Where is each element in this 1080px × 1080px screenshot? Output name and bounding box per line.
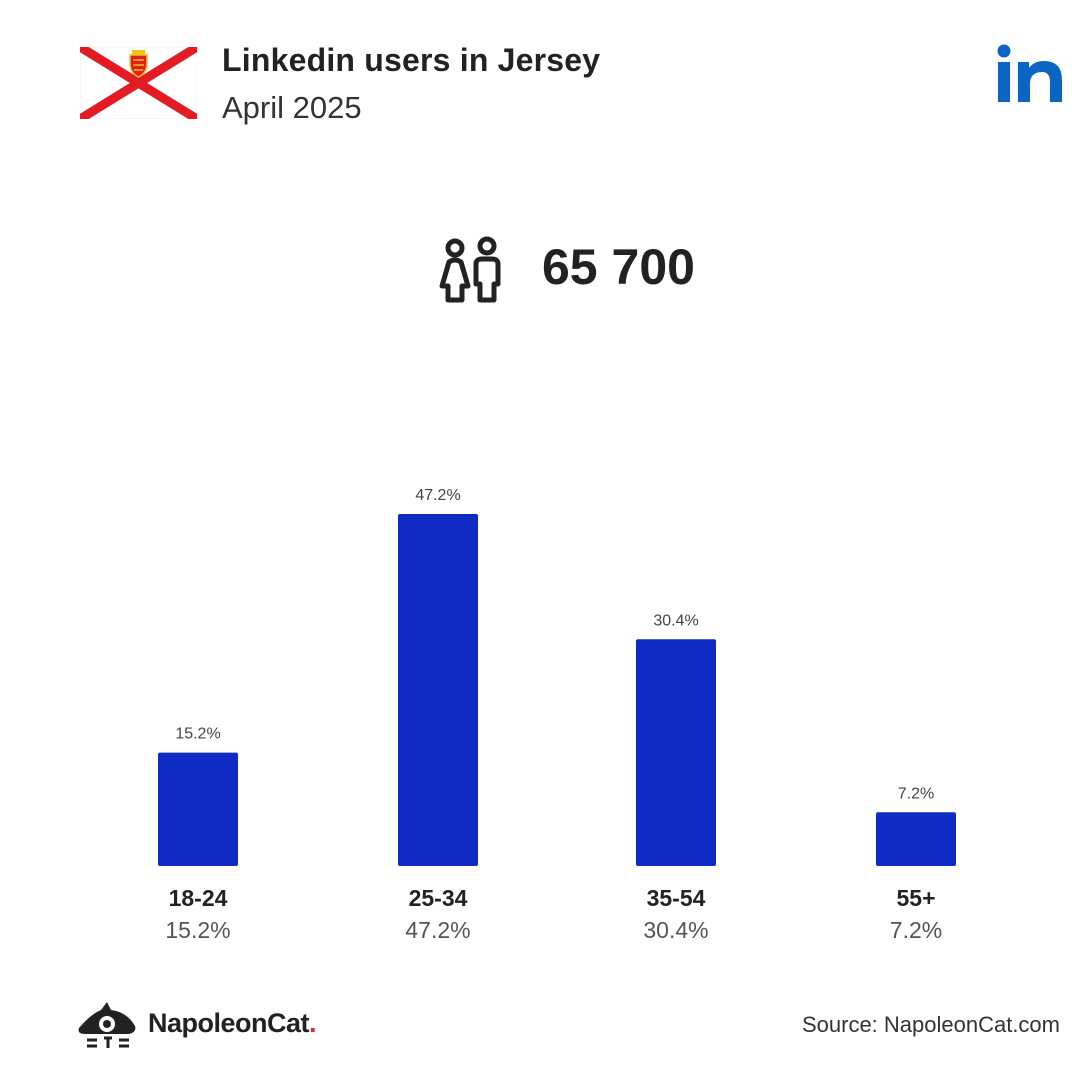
page-title: Linkedin users in Jersey xyxy=(222,42,601,78)
bar-18-24 xyxy=(158,752,238,866)
category-label: 55+ xyxy=(896,885,935,911)
category-percent-label: 30.4% xyxy=(643,917,708,943)
bar-value-label: 7.2% xyxy=(898,785,934,802)
users-icon xyxy=(439,236,501,303)
total-users-value: 65 700 xyxy=(542,239,695,295)
category-label: 25-34 xyxy=(409,885,468,911)
brand-name: NapoleonCat. xyxy=(148,1008,317,1039)
bar-25-34 xyxy=(398,514,478,866)
category-label: 35-54 xyxy=(647,885,706,911)
bar-55+ xyxy=(876,812,956,866)
brand-text: NapoleonCat xyxy=(148,1008,310,1038)
brand-dot: . xyxy=(309,1008,317,1038)
jersey-flag-icon xyxy=(80,47,197,119)
bar-35-54 xyxy=(636,639,716,866)
category-percent-label: 47.2% xyxy=(405,917,470,943)
category-percent-label: 15.2% xyxy=(165,917,230,943)
linkedin-logo-icon xyxy=(997,44,1062,102)
source-note: Source: NapoleonCat.com xyxy=(801,1012,1060,1037)
bar-value-label: 47.2% xyxy=(415,487,460,504)
napoleoncat-logo-icon xyxy=(78,1002,136,1048)
category-percent-label: 7.2% xyxy=(890,917,942,943)
page-subtitle: April 2025 xyxy=(222,90,362,125)
category-label: 18-24 xyxy=(169,885,228,911)
age-bar-chart: 15.2% 18-24 15.2% 47.2% 25-34 47.2% 30.4% 35-54… xyxy=(158,487,956,943)
bar-value-label: 15.2% xyxy=(175,726,220,743)
bar-value-label: 30.4% xyxy=(653,612,698,629)
